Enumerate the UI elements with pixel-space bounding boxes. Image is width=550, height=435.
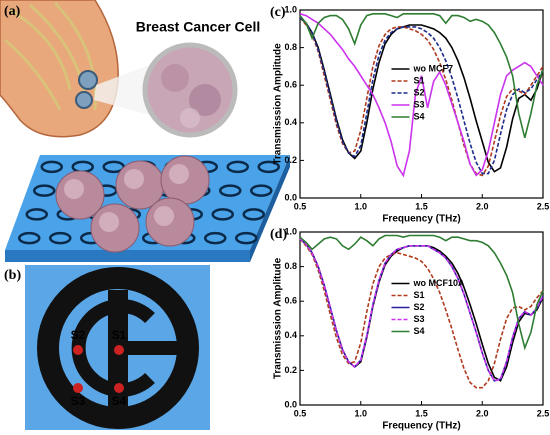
cell-cluster-highlight bbox=[124, 169, 144, 189]
panel-label: (d) bbox=[270, 227, 287, 242]
outer-ring bbox=[37, 267, 199, 429]
ring bbox=[242, 208, 265, 221]
tissue bbox=[4, 1, 97, 111]
legend-label: S2 bbox=[414, 87, 425, 97]
y-tick-label: 1.0 bbox=[284, 4, 297, 14]
legend-label: S4 bbox=[414, 111, 425, 121]
ring bbox=[211, 208, 234, 221]
y-tick-label: 0.8 bbox=[284, 42, 297, 52]
y-tick-label: 0.6 bbox=[284, 296, 297, 306]
legend-label: wo MCF10A bbox=[413, 278, 466, 288]
plate-side bbox=[250, 155, 290, 262]
cell bbox=[161, 64, 189, 92]
series-line bbox=[299, 13, 544, 138]
ring bbox=[226, 160, 249, 174]
y-tick-label: 0.6 bbox=[284, 80, 297, 90]
y-tick-label: 0.0 bbox=[284, 192, 297, 202]
ring bbox=[250, 184, 273, 197]
cell-clusters bbox=[55, 155, 210, 253]
legend-label: S1 bbox=[414, 290, 425, 300]
legend-label: S2 bbox=[414, 302, 425, 312]
charts: 0.5 1.0 1.5 2.0 2.5 0.0 0.2 0.4 0.6 0.8 1.0 Frequen… bbox=[270, 4, 549, 431]
x-tick-label: 2.5 bbox=[537, 201, 550, 211]
y-tick-label: 1.0 bbox=[284, 226, 297, 236]
cell bbox=[189, 84, 221, 116]
ring bbox=[257, 160, 280, 174]
site-label: S4 bbox=[112, 394, 127, 408]
x-tick-label: 2.0 bbox=[476, 408, 489, 418]
legend-label: S4 bbox=[414, 326, 425, 336]
cell-cluster-highlight bbox=[64, 179, 84, 199]
y-tick-label: 0.4 bbox=[284, 330, 297, 340]
tumor bbox=[78, 70, 98, 90]
x-axis-label: Frequency (THz) bbox=[382, 421, 460, 432]
y-tick-label: 0.2 bbox=[284, 365, 297, 375]
legend-label: S1 bbox=[414, 75, 425, 85]
y-axis-label: Transmisssion Amplitude bbox=[273, 257, 284, 379]
breast-illustration bbox=[0, 0, 238, 138]
legend-label: S3 bbox=[414, 99, 425, 109]
caption: Breast Cancer Cell bbox=[136, 19, 261, 35]
ring bbox=[40, 160, 63, 174]
x-tick-label: 2.5 bbox=[537, 408, 550, 418]
y-tick-label: 0.4 bbox=[284, 117, 297, 127]
ring bbox=[49, 231, 72, 245]
legend-label: S3 bbox=[414, 314, 425, 324]
series-line bbox=[299, 238, 544, 382]
series-line bbox=[299, 13, 544, 178]
ring bbox=[33, 184, 56, 197]
plate-front bbox=[5, 250, 250, 262]
y-tick-label: 0.8 bbox=[284, 261, 297, 271]
cell bbox=[180, 108, 200, 128]
legend-label: wo MCF7 bbox=[413, 63, 454, 73]
zoom-beam bbox=[94, 65, 150, 115]
x-tick-label: 1.0 bbox=[354, 201, 367, 211]
ring bbox=[18, 231, 41, 245]
tumor bbox=[75, 91, 93, 109]
x-tick-label: 1.5 bbox=[415, 408, 428, 418]
breast-shape bbox=[0, 0, 119, 138]
series-line bbox=[299, 238, 544, 389]
series-line bbox=[299, 16, 544, 175]
site-label: S2 bbox=[71, 328, 86, 342]
site-dot bbox=[114, 383, 124, 393]
ring bbox=[204, 231, 227, 245]
x-tick-label: 1.5 bbox=[415, 201, 428, 211]
y-axis-label: Transmisssion Amplitude bbox=[273, 43, 284, 165]
site-dot bbox=[114, 345, 124, 355]
series-line bbox=[299, 234, 544, 351]
y-tick-label: 0.0 bbox=[284, 399, 297, 409]
x-axis-label: Frequency (THz) bbox=[382, 214, 460, 225]
ring bbox=[25, 208, 48, 221]
y-tick-label: 0.2 bbox=[284, 155, 297, 165]
x-tick-label: 0.5 bbox=[294, 408, 307, 418]
ring bbox=[235, 231, 258, 245]
site-dot bbox=[73, 345, 83, 355]
cell-cluster-highlight bbox=[99, 212, 119, 232]
panel-label: (c) bbox=[270, 5, 286, 20]
site-label: S1 bbox=[112, 328, 127, 342]
ring bbox=[219, 184, 242, 197]
x-tick-label: 2.0 bbox=[476, 201, 489, 211]
panel-label: (a) bbox=[4, 4, 21, 19]
site-label: S3 bbox=[71, 394, 86, 408]
cell-cluster-highlight bbox=[154, 206, 174, 226]
horizontal-bar bbox=[118, 341, 178, 355]
cell-cluster-highlight bbox=[169, 164, 189, 184]
site-dot bbox=[73, 383, 83, 393]
panel-label: (b) bbox=[4, 268, 21, 283]
x-tick-label: 1.0 bbox=[354, 408, 367, 418]
x-tick-label: 0.5 bbox=[294, 201, 307, 211]
